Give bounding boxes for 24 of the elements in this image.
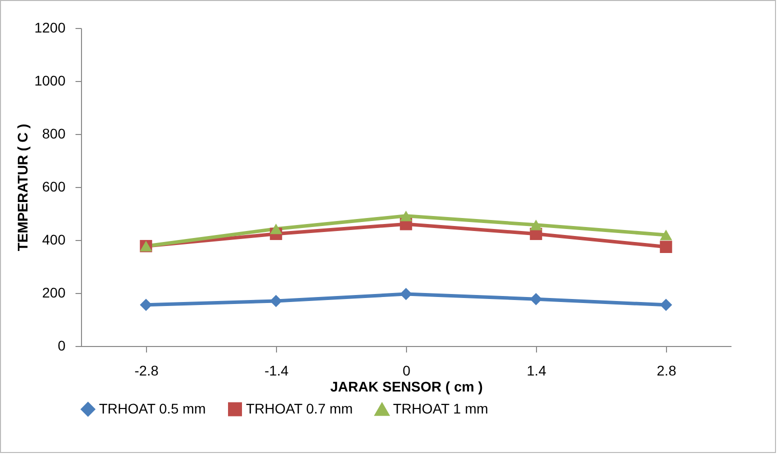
y-tick-label: 600	[42, 178, 66, 194]
y-tick-label: 400	[42, 232, 66, 248]
y-tick-label: 1200	[34, 20, 66, 36]
point	[660, 240, 672, 254]
y-tick-label: 800	[42, 126, 66, 142]
legend-label: TRHOAT 0.7 mm	[246, 400, 353, 416]
y-tick-label: 1000	[34, 72, 66, 88]
y-tick-label: 0	[58, 338, 66, 354]
point	[530, 220, 542, 230]
point	[660, 298, 672, 312]
x-tick-label: 0	[402, 362, 411, 378]
x-tick-label: -1.4	[264, 362, 289, 378]
y-tick-label: 200	[42, 284, 66, 300]
legend-label: TRHOAT 1 mm	[393, 400, 488, 417]
y-axis-title: TEMPERATUR ( C )	[14, 124, 30, 252]
x-axis-title: JARAK SENSOR ( cm )	[330, 378, 483, 394]
x-tick-label: -2.8	[134, 362, 159, 378]
point	[660, 230, 672, 240]
legend-label: TRHOAT 0.5 mm	[99, 400, 206, 416]
x-tick-label: 2.8	[656, 362, 676, 378]
x-tick-label: 1.4	[526, 362, 546, 378]
point	[530, 292, 542, 306]
point	[270, 224, 282, 234]
point	[400, 210, 412, 222]
